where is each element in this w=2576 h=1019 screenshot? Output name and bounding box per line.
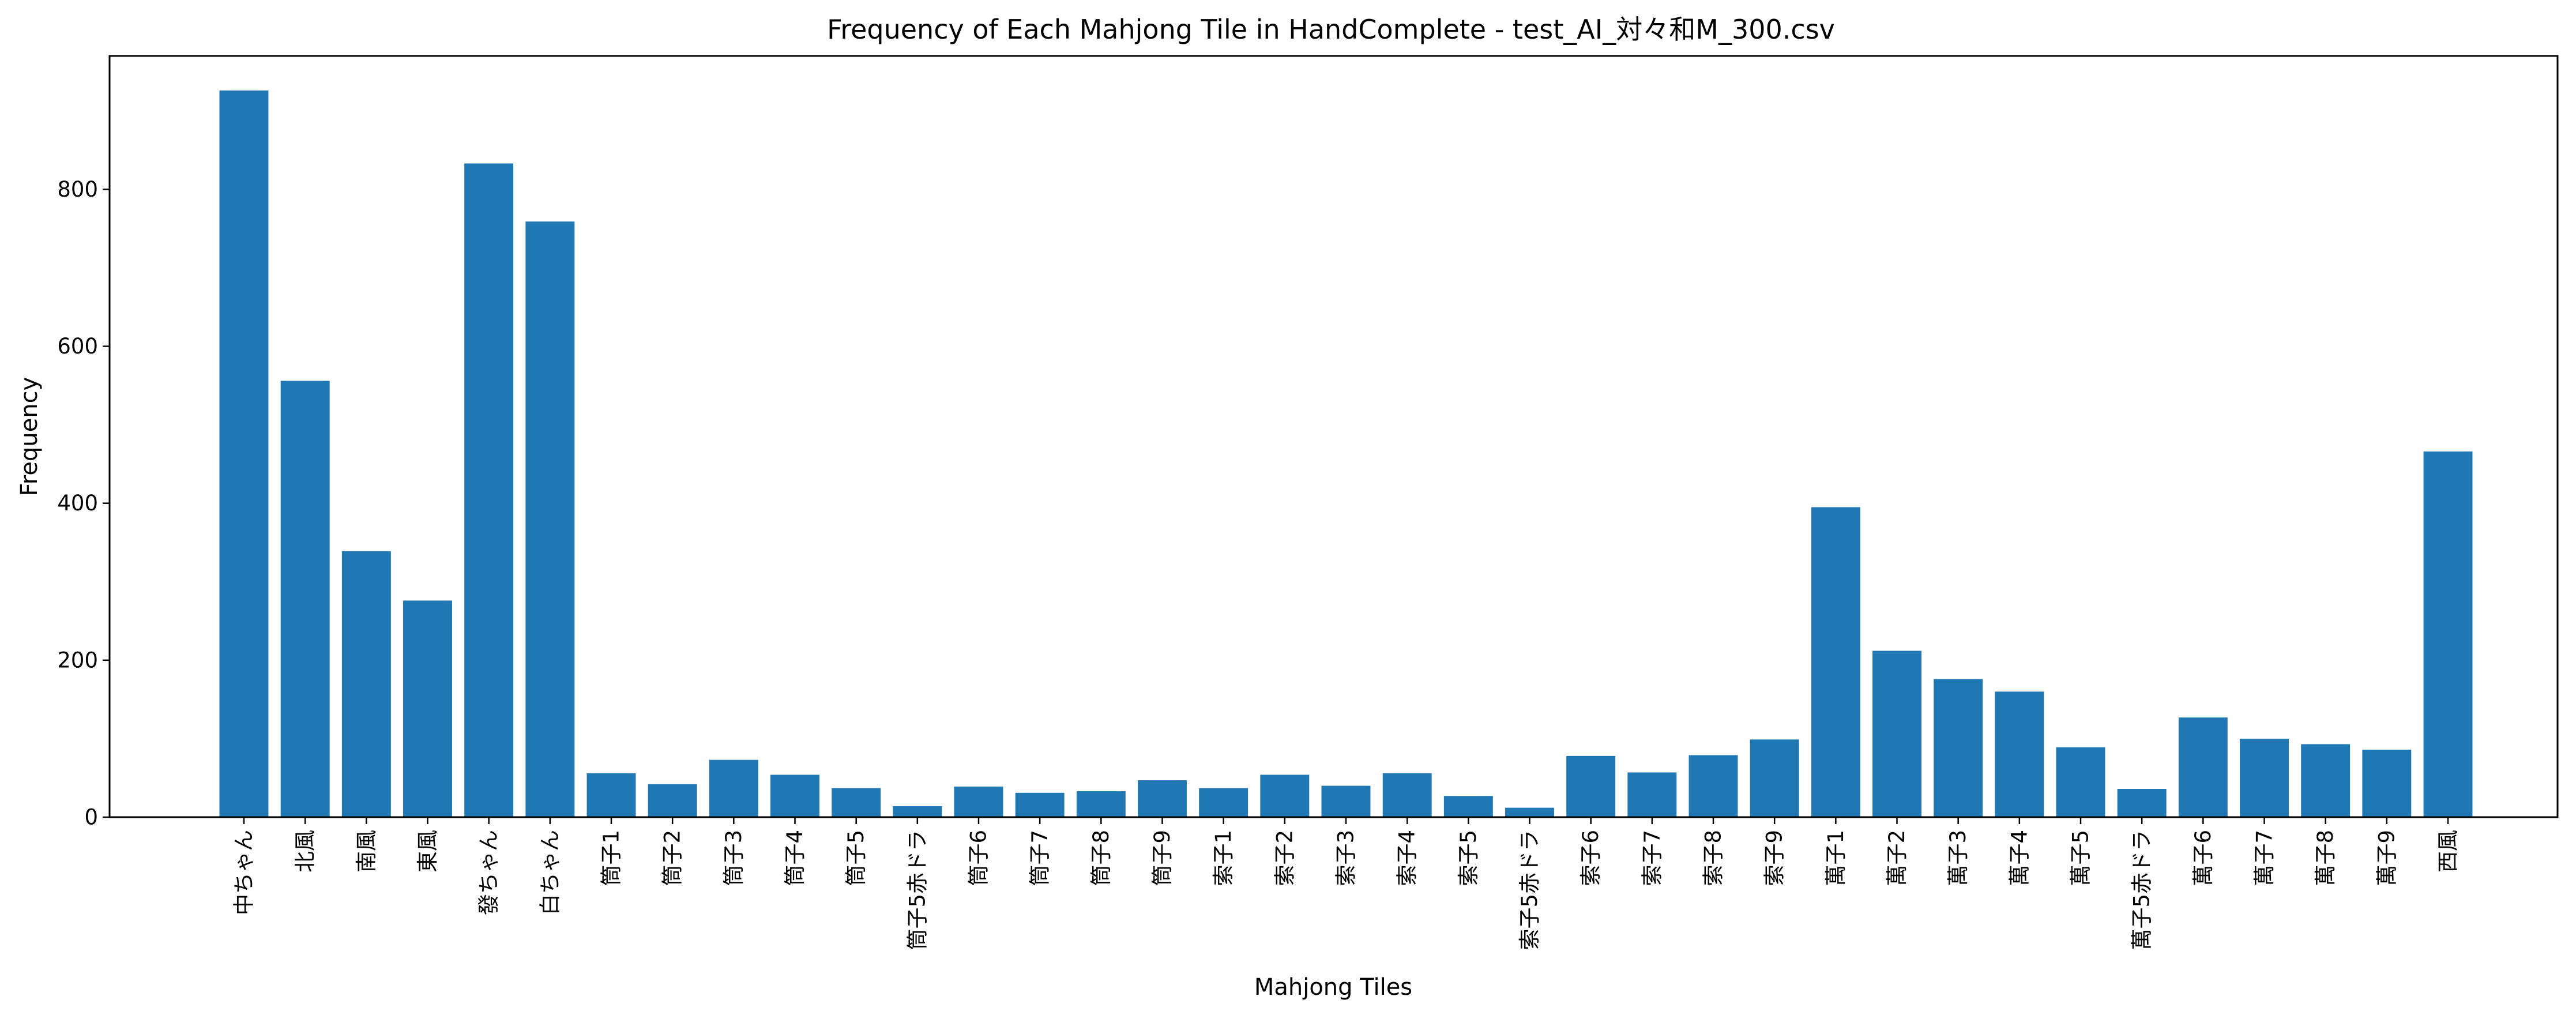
x-tick-label: 中ちゃん — [232, 830, 257, 915]
bar — [219, 90, 269, 817]
x-tick-label: 萬子9 — [2374, 830, 2399, 886]
bar — [2240, 738, 2289, 817]
x-tick-label: 西風 — [2436, 830, 2461, 873]
x-tick-label: 萬子8 — [2313, 830, 2338, 886]
x-tick-label: 南風 — [354, 830, 379, 873]
y-tick-label: 400 — [57, 491, 98, 516]
bar — [586, 773, 636, 817]
x-axis-ticks: 中ちゃん 北風 南風 東風 發ちゃん 白ちゃん 筒子1 筒子2 筒子3 筒子4 筒子5 筒子5赤ドラ 筒… — [232, 817, 2461, 950]
bar — [1382, 773, 1432, 817]
bar — [1505, 807, 1554, 817]
x-tick-label: 萬子7 — [2252, 830, 2277, 886]
bar — [954, 786, 1003, 817]
x-tick-label: 筒子6 — [967, 830, 991, 886]
x-tick-label: 索子2 — [1272, 830, 1297, 886]
y-tick-label: 200 — [57, 648, 98, 672]
y-tick-label: 0 — [84, 805, 98, 830]
bar — [893, 806, 942, 817]
x-tick-label: 萬子1 — [1823, 830, 1848, 886]
bar — [1076, 791, 1126, 817]
x-tick-label: 筒子5赤ドラ — [905, 830, 930, 950]
bar — [464, 163, 514, 818]
x-tick-label: 筒子8 — [1089, 830, 1114, 886]
x-tick-label: 發ちゃん — [476, 830, 501, 915]
x-tick-label: 萬子5 — [2069, 830, 2093, 886]
bar — [1750, 739, 1799, 817]
bar — [341, 551, 391, 817]
bar — [1566, 755, 1616, 817]
x-tick-label: 萬子5赤ドラ — [2130, 830, 2154, 950]
bar — [1321, 785, 1371, 817]
y-axis-label: Frequency — [16, 377, 43, 497]
bar — [2056, 747, 2105, 817]
x-tick-label: 萬子3 — [1946, 830, 1970, 886]
y-tick-label: 600 — [57, 334, 98, 359]
x-tick-label: 筒子9 — [1150, 830, 1175, 886]
y-tick-label: 800 — [57, 177, 98, 202]
x-axis-label: Mahjong Tiles — [1254, 974, 1412, 1001]
x-tick-label: 白ちゃん — [537, 830, 562, 915]
bar — [1138, 780, 1187, 817]
bar — [1627, 772, 1677, 817]
bar — [1443, 796, 1493, 817]
x-tick-label: 東風 — [415, 830, 440, 873]
x-tick-label: 索子9 — [1762, 830, 1787, 886]
x-tick-label: 萬子2 — [1885, 830, 1909, 886]
x-tick-label: 索子5 — [1456, 830, 1481, 886]
bar — [832, 788, 881, 817]
bar — [1811, 507, 1860, 817]
x-tick-label: 萬子6 — [2191, 830, 2216, 886]
bar — [1872, 650, 1921, 817]
x-tick-label: 筒子5 — [844, 830, 868, 886]
x-tick-label: 索子6 — [1578, 830, 1603, 886]
bar — [1995, 691, 2044, 817]
x-tick-label: 筒子4 — [783, 830, 807, 886]
bar — [525, 221, 575, 817]
x-tick-label: 北風 — [293, 830, 318, 873]
bar — [2178, 717, 2228, 817]
bar — [2423, 451, 2473, 817]
bar — [2362, 749, 2412, 817]
bar — [1688, 755, 1738, 817]
bar — [648, 784, 697, 817]
y-axis-ticks: 0 200 400 600 800 — [57, 177, 110, 830]
bar — [2301, 744, 2351, 817]
x-tick-label: 索子3 — [1334, 830, 1359, 886]
bar — [1015, 792, 1065, 817]
bar — [403, 600, 452, 817]
x-tick-label: 索子1 — [1211, 830, 1236, 886]
x-tick-label: 索子5赤ドラ — [1517, 830, 1542, 950]
chart-title: Frequency of Each Mahjong Tile in HandCo… — [827, 14, 1835, 45]
plot-area-frame — [108, 55, 2559, 818]
bar — [280, 381, 330, 817]
bar — [1260, 774, 1310, 817]
bar — [1934, 679, 1983, 817]
x-tick-label: 筒子1 — [599, 830, 624, 886]
x-tick-label: 筒子7 — [1028, 830, 1052, 886]
x-tick-label: 索子8 — [1701, 830, 1726, 886]
bar — [1199, 788, 1248, 817]
bar — [770, 774, 819, 817]
bars-group — [219, 90, 2473, 818]
x-tick-label: 筒子3 — [721, 830, 746, 886]
bar — [2117, 789, 2167, 817]
x-tick-label: 索子7 — [1639, 830, 1664, 886]
x-tick-label: 筒子2 — [660, 830, 685, 886]
x-tick-label: 索子4 — [1395, 830, 1420, 886]
x-tick-label: 萬子4 — [2007, 830, 2032, 886]
bar — [709, 759, 758, 817]
